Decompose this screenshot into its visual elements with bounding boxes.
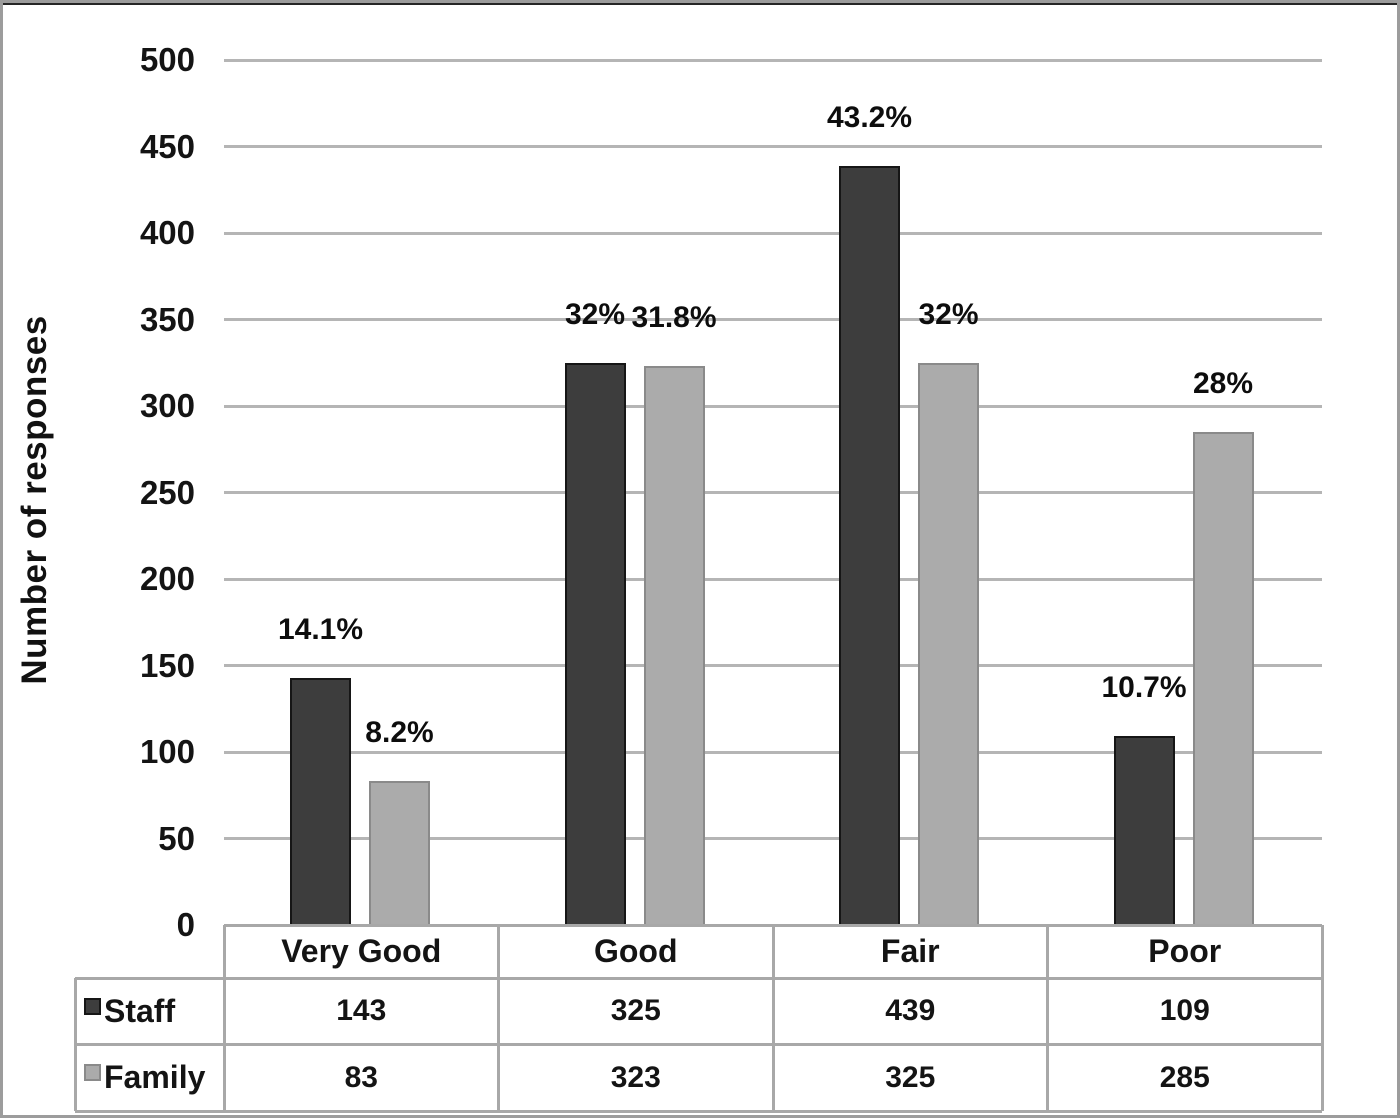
gridline	[224, 577, 1322, 581]
bar-value-label: 28%	[1192, 366, 1254, 400]
gridline	[224, 837, 1322, 840]
table-row-label-staff: Staff	[84, 978, 222, 1044]
table-header-cell-very-good: Very Good	[281, 933, 442, 969]
bar-value-label: 14.1%	[277, 612, 364, 646]
table-value-cell: 285	[1159, 1061, 1210, 1094]
y-tick-label: 350	[139, 300, 195, 338]
table-value-cell: 83	[344, 1061, 378, 1094]
bar-value-label: 32%	[918, 297, 979, 331]
bar-staff-poor	[1113, 736, 1175, 925]
y-tick-label: 500	[139, 41, 195, 78]
table-value-cell: 439	[885, 994, 936, 1027]
y-tick-label: 200	[139, 560, 195, 597]
y-tick-label: 100	[139, 733, 195, 770]
table-header-cell-good: Good	[593, 933, 678, 969]
bar-value-label: 43.2%	[826, 100, 913, 134]
bar-family-very-good	[369, 781, 430, 925]
table-border	[75, 1042, 1322, 1046]
bar-value-label: 8.2%	[365, 716, 434, 750]
table-header-cell-fair: Fair	[880, 933, 940, 969]
table-value-cell: 143	[336, 994, 387, 1027]
y-tick-label: 400	[139, 214, 195, 251]
table-value-cell: 323	[610, 1061, 661, 1094]
table-header-cell-poor: Poor	[1148, 933, 1222, 969]
table-border	[75, 1109, 1322, 1113]
bar-family-good	[643, 366, 705, 925]
gridline	[224, 58, 1322, 62]
bar-family-fair	[918, 362, 979, 925]
bar-value-label: 32%	[564, 297, 626, 331]
table-border	[771, 925, 775, 1111]
table-border	[1320, 925, 1324, 1111]
table-row-label-family: Family	[84, 1044, 222, 1111]
table-border	[1046, 925, 1049, 1111]
gridline	[224, 664, 1322, 667]
bar-staff-fair	[839, 165, 900, 925]
gridline	[224, 145, 1322, 148]
bar-staff-very-good	[290, 677, 351, 925]
table-border	[75, 976, 1322, 980]
staff-legend-swatch-icon	[84, 997, 101, 1015]
bar-staff-good	[564, 362, 626, 925]
y-tick-label: 450	[139, 127, 195, 165]
y-tick-label: 300	[139, 387, 195, 424]
y-tick-label: 250	[139, 473, 195, 511]
gridline	[224, 231, 1322, 235]
table-border	[222, 925, 226, 1111]
table-border	[73, 978, 77, 1111]
legend-label: Staff	[104, 992, 176, 1029]
table-value-cell: 325	[885, 1061, 936, 1094]
y-tick-label: 150	[139, 646, 195, 684]
figure-top-border	[3, 3, 1397, 5]
y-tick-label: 50	[158, 819, 195, 857]
y-tick-label: 0	[176, 906, 195, 943]
table-value-cell: 109	[1159, 994, 1210, 1027]
legend-label: Family	[104, 1059, 206, 1095]
gridline	[224, 750, 1322, 754]
table-value-cell: 325	[610, 994, 661, 1027]
family-legend-swatch-icon	[84, 1064, 101, 1081]
gridline	[224, 404, 1322, 408]
bar-value-label: 10.7%	[1101, 671, 1187, 705]
bar-family-poor	[1192, 431, 1254, 925]
bar-value-label: 31.8%	[631, 301, 717, 335]
table-border	[497, 925, 500, 1111]
gridline	[224, 491, 1322, 494]
gridline	[224, 318, 1322, 321]
